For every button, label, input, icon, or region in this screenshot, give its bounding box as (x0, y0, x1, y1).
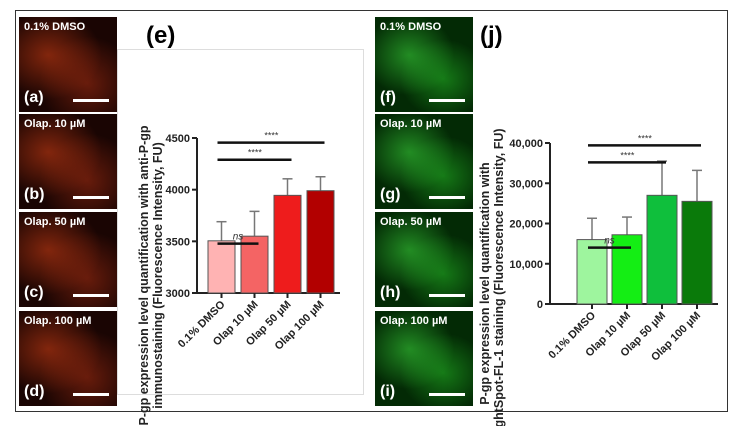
micrograph-d: Olap. 100 µM (d) (19, 311, 117, 406)
panel-label-e: (e) (146, 22, 176, 49)
y-axis-label-line2: immunostaining (Fluorescence Intensity, … (151, 142, 165, 408)
micrograph-caption: Olap. 100 µM (24, 315, 92, 327)
scale-bar (73, 196, 109, 199)
micrograph-label: (f) (380, 89, 396, 106)
micrograph-label: (d) (24, 383, 45, 400)
y-tick-label: 4000 (166, 185, 190, 197)
scale-bar (73, 294, 109, 297)
scale-bar (429, 294, 465, 297)
significance-label: **** (247, 148, 262, 158)
micrograph-f: 0.1% DMSO (f) (375, 17, 473, 112)
bar-3 (681, 200, 713, 305)
micrograph-caption: 0.1% DMSO (380, 21, 442, 33)
y-tick-label: 40,000 (509, 138, 543, 150)
bar-0 (576, 239, 608, 305)
y-axis-label-line2: LightSpot-FL-1 staining (Fluorescence In… (492, 128, 506, 426)
micrograph-label: (c) (24, 284, 44, 301)
micrograph-caption: 0.1% DMSO (24, 21, 86, 33)
micrograph-c: Olap. 50 µM (c) (19, 212, 117, 307)
y-tick-label: 30,000 (509, 178, 543, 190)
scale-bar (73, 393, 109, 396)
y-tick-label: 0 (537, 299, 543, 311)
micrograph-label: (g) (380, 186, 401, 203)
micrograph-caption: Olap. 50 µM (380, 216, 442, 228)
bar-2 (273, 194, 302, 294)
scale-bar (429, 196, 465, 199)
micrograph-label: (h) (380, 284, 401, 301)
scale-bar (73, 99, 109, 102)
micrograph-caption: Olap. 10 µM (380, 118, 442, 130)
y-tick-label: 3500 (166, 236, 190, 248)
micrograph-caption: Olap. 10 µM (24, 118, 86, 130)
bar-1 (611, 234, 643, 305)
micrograph-b: Olap. 10 µM (b) (19, 114, 117, 209)
panel-label-j: (j) (480, 22, 503, 49)
y-axis-label-line1: P-gp expression level quantification wit… (137, 125, 151, 425)
micrograph-caption: Olap. 100 µM (380, 315, 448, 327)
figure-frame (15, 10, 728, 412)
micrograph-i: Olap. 100 µM (i) (375, 311, 473, 406)
y-axis-label-line1: P-gp expression level quantification wit… (478, 162, 492, 404)
chart-e-box (117, 49, 364, 395)
y-tick-label: 3000 (166, 288, 190, 300)
micrograph-caption: Olap. 50 µM (24, 216, 86, 228)
significance-label: **** (620, 150, 635, 160)
micrograph-a: 0.1% DMSO (a) (19, 17, 117, 112)
micrograph-label: (a) (24, 89, 44, 106)
bar-0 (207, 240, 236, 294)
y-tick-label: 4500 (166, 133, 190, 145)
significance-label: ns (233, 232, 244, 243)
micrograph-h: Olap. 50 µM (h) (375, 212, 473, 307)
bar-3 (306, 190, 335, 294)
micrograph-label: (b) (24, 186, 45, 203)
y-tick-label: 10,000 (509, 259, 543, 271)
micrograph-g: Olap. 10 µM (g) (375, 114, 473, 209)
bar-2 (646, 194, 678, 305)
significance-label: ns (604, 236, 615, 247)
scale-bar (429, 99, 465, 102)
scale-bar (429, 393, 465, 396)
micrograph-label: (i) (380, 383, 396, 400)
y-tick-label: 20,000 (509, 219, 543, 231)
significance-label: **** (637, 133, 652, 143)
significance-label: **** (264, 131, 279, 141)
